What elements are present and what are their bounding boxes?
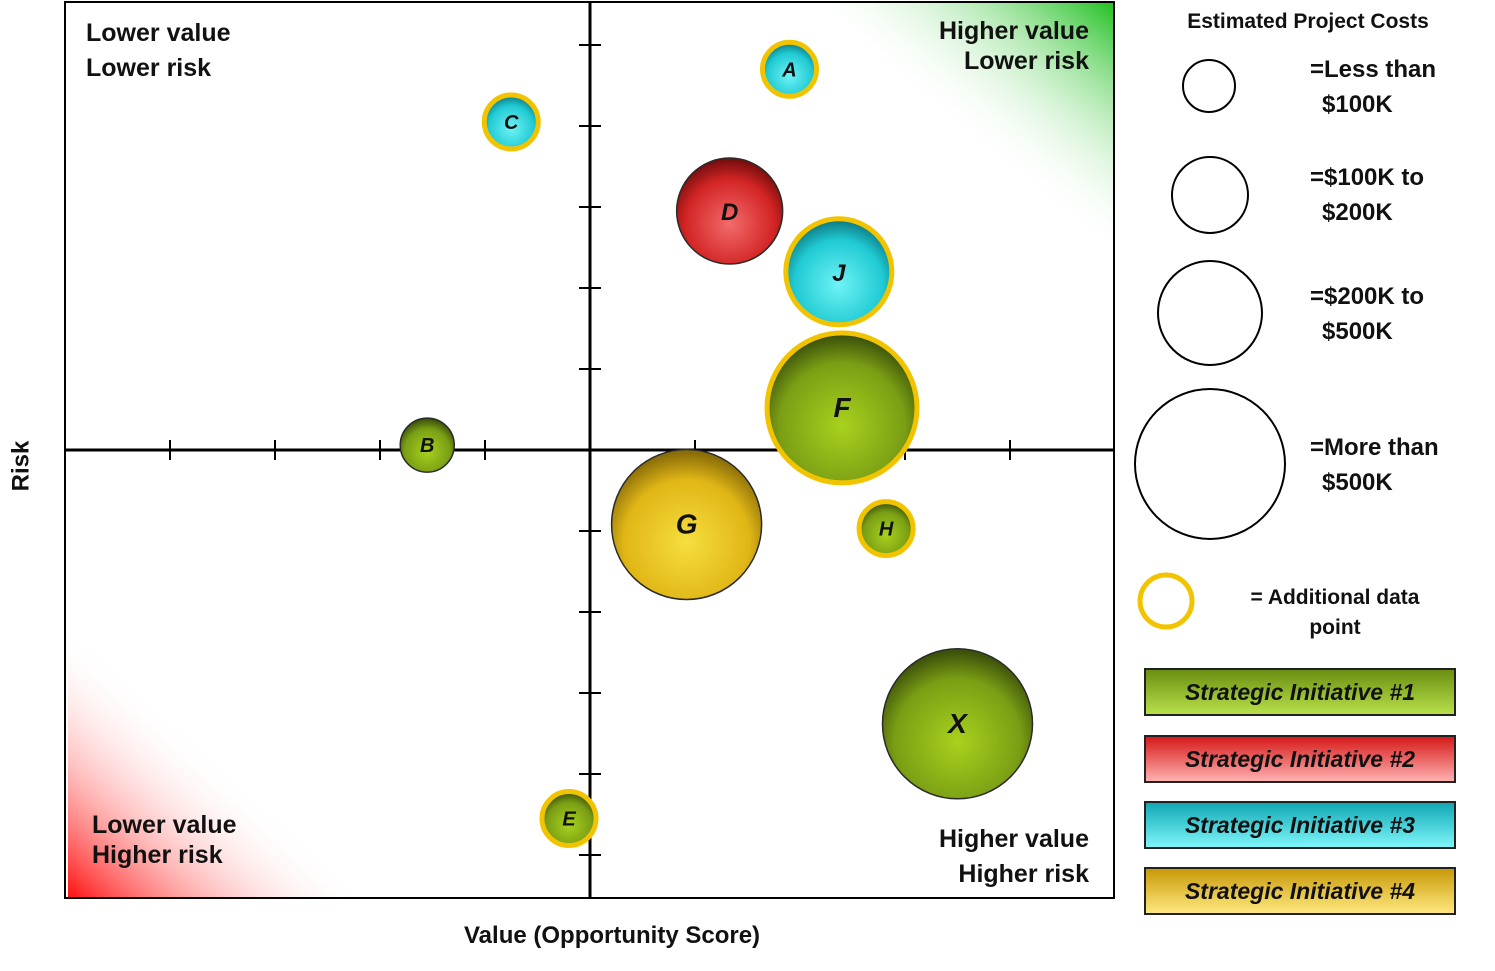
legend-initiative-3: Strategic Initiative #3 — [1144, 801, 1456, 849]
bubble-label-h: H — [879, 519, 894, 541]
bubble-circle-j — [783, 216, 895, 328]
quadrant-label-bottom-left: Lower value Higher risk — [92, 811, 237, 869]
x-axis-title: Value (Opportunity Score) — [464, 922, 761, 949]
bubble-circle-g — [610, 448, 763, 601]
bubble-h: H — [856, 499, 916, 559]
bubble-circle-a — [760, 39, 819, 99]
bubble-e: E — [539, 789, 599, 849]
bubble-b: B — [399, 417, 455, 473]
legend-initiative-1: Strategic Initiative #1 — [1144, 668, 1456, 716]
bubble-g: G — [610, 448, 763, 601]
legend-size-circle-under-100k — [1182, 59, 1236, 113]
legend-size-label-2: =$100K to $200K — [1310, 164, 1425, 226]
higher-value-lower-risk-shade — [830, 3, 1113, 285]
quadrant-label-bottom-right: Higher value Higher risk — [938, 825, 1089, 888]
bubble-circle-b — [399, 417, 455, 473]
bubble-label-d: D — [721, 199, 738, 226]
bubble-label-e: E — [562, 809, 576, 831]
lower-value-higher-risk-shade — [68, 620, 370, 897]
legend-size-circle-over-500k — [1134, 388, 1286, 540]
bubble-circle-h — [856, 499, 916, 559]
legend-size-circle-200k-500k — [1157, 260, 1263, 366]
bubble-a: A — [760, 39, 819, 99]
quadrant-label-top-left: Lower value Lower risk — [86, 19, 231, 82]
bubble-j: J — [783, 216, 895, 328]
bubble-f: F — [764, 330, 920, 486]
bubble-series: A C D J F B G H X E — [399, 39, 1034, 849]
bubble-label-g: G — [676, 509, 698, 540]
legend-additional-label: = Additional data point — [1250, 586, 1420, 639]
bubble-x: X — [881, 648, 1034, 800]
legend-initiative-4: Strategic Initiative #4 — [1144, 867, 1456, 915]
bubble-label-x: X — [946, 708, 969, 739]
bubble-label-j: J — [832, 260, 846, 287]
bubble-d: D — [675, 157, 784, 265]
bubble-label-b: B — [420, 435, 434, 457]
bubble-circle-x — [881, 648, 1034, 800]
legend-additional-ring — [1137, 572, 1195, 630]
legend-title: Estimated Project Costs — [1187, 10, 1429, 33]
legend-size-label-3: =$200K to $500K — [1310, 283, 1425, 345]
bubble-circle-f — [764, 330, 920, 486]
legend-size-circle-100k-200k — [1171, 156, 1249, 234]
bubble-label-c: C — [504, 112, 519, 134]
bubble-circle-d — [675, 157, 784, 265]
y-axis-title: Risk — [7, 440, 35, 492]
bubble-label-f: F — [833, 392, 851, 423]
bubble-label-a: A — [781, 59, 796, 81]
bubble-c: C — [481, 92, 541, 152]
bubble-circle-c — [481, 92, 541, 152]
legend-initiative-2: Strategic Initiative #2 — [1144, 735, 1456, 783]
legend-size-label-1: =Less than $100K — [1310, 56, 1437, 118]
bubble-circle-e — [539, 789, 599, 849]
legend-size-label-4: =More than $500K — [1310, 434, 1439, 496]
quadrant-label-top-right: Higher value Lower risk — [938, 17, 1089, 75]
